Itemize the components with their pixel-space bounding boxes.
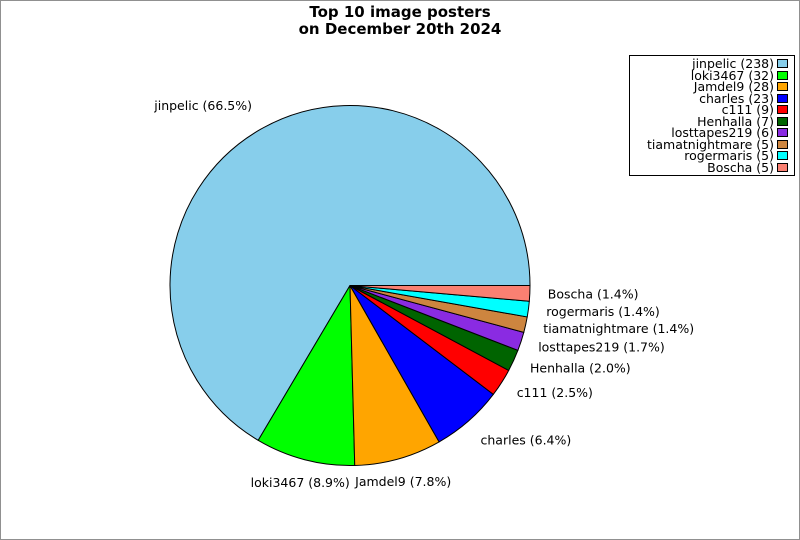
- legend-label-Boscha: Boscha (5): [707, 159, 774, 175]
- legend-label-losttapes219: losttapes219 (6): [671, 125, 774, 140]
- pie-label-rogermaris: rogermaris (1.4%): [546, 304, 660, 319]
- legend-label-Jamdel9: Jamdel9 (28): [693, 79, 774, 94]
- pie-label-jinpelic: jinpelic (66.5%): [153, 98, 252, 113]
- legend-item-rogermaris: rogermaris (5): [630, 150, 794, 162]
- chart-title-line2: on December 20th 2024: [298, 20, 502, 38]
- pie-label-Jamdel9: Jamdel9 (7.8%): [354, 474, 451, 489]
- chart-title-line1: Top 10 image posters: [309, 3, 491, 21]
- legend-label-rogermaris: rogermaris (5): [684, 148, 774, 163]
- legend-color-swatch-loki3467: [777, 70, 788, 80]
- legend-item-loki3467: loki3467 (32): [630, 67, 794, 83]
- legend-label-Henhalla: Henhalla (7): [697, 113, 774, 129]
- pie-slice-Boscha: [349, 285, 531, 302]
- legend-item-Henhalla: Henhalla (7): [630, 113, 794, 129]
- legend-color-swatch-Boscha: [777, 162, 788, 172]
- legend-item-Jamdel9: Jamdel9 (28): [630, 81, 794, 93]
- legend-color-swatch-jinpelic: [777, 59, 788, 69]
- pie-label-charles: charles (6.4%): [481, 432, 572, 447]
- chart-title: Top 10 image posters on December 20th 20…: [1, 4, 799, 38]
- legend-color-swatch-Jamdel9: [777, 82, 788, 92]
- legend-label-loki3467: loki3467 (32): [690, 67, 774, 83]
- pie-wedges: [169, 105, 531, 466]
- pie-label-Boscha: Boscha (1.4%): [548, 287, 639, 302]
- legend-item-c111: c111 (9): [630, 104, 794, 116]
- legend-label-tiamatnightmare: tiamatnightmare (5): [647, 136, 774, 152]
- legend-label-charles: charles (23): [699, 90, 774, 106]
- pie-label-tiamatnightmare: tiamatnightmare (1.4%): [543, 321, 694, 336]
- legend-color-swatch-losttapes219: [777, 128, 788, 138]
- legend-color-swatch-charles: [777, 93, 788, 103]
- legend-item-charles: charles (23): [630, 90, 794, 106]
- pie-label-c111: c111 (2.5%): [517, 385, 593, 400]
- legend-label-jinpelic: jinpelic (238): [692, 56, 774, 71]
- legend-color-swatch-rogermaris: [777, 151, 788, 161]
- legend-item-Boscha: Boscha (5): [630, 159, 794, 175]
- pie-label-Henhalla: Henhalla (2.0%): [530, 360, 631, 375]
- legend-color-swatch-Henhalla: [777, 116, 788, 126]
- legend-color-swatch-tiamatnightmare: [777, 139, 788, 149]
- legend-item-tiamatnightmare: tiamatnightmare (5): [630, 136, 794, 152]
- legend-item-jinpelic: jinpelic (238): [630, 58, 794, 70]
- pie-label-losttapes219: losttapes219 (1.7%): [538, 339, 665, 354]
- legend-color-swatch-c111: [777, 105, 788, 115]
- legend-item-losttapes219: losttapes219 (6): [630, 127, 794, 139]
- pie-slice-jinpelic: [169, 105, 531, 441]
- pie-label-loki3467: loki3467 (8.9%): [251, 475, 350, 490]
- legend-label-c111: c111 (9): [721, 102, 774, 117]
- pie-labels: jinpelic (66.5%) loki3467 (8.9%) Jamdel9 (…: [153, 98, 694, 490]
- pie-slice-loki3467: [257, 285, 356, 466]
- legend: jinpelic (238) loki3467 (32) Jamdel9 (28) c…: [629, 55, 795, 176]
